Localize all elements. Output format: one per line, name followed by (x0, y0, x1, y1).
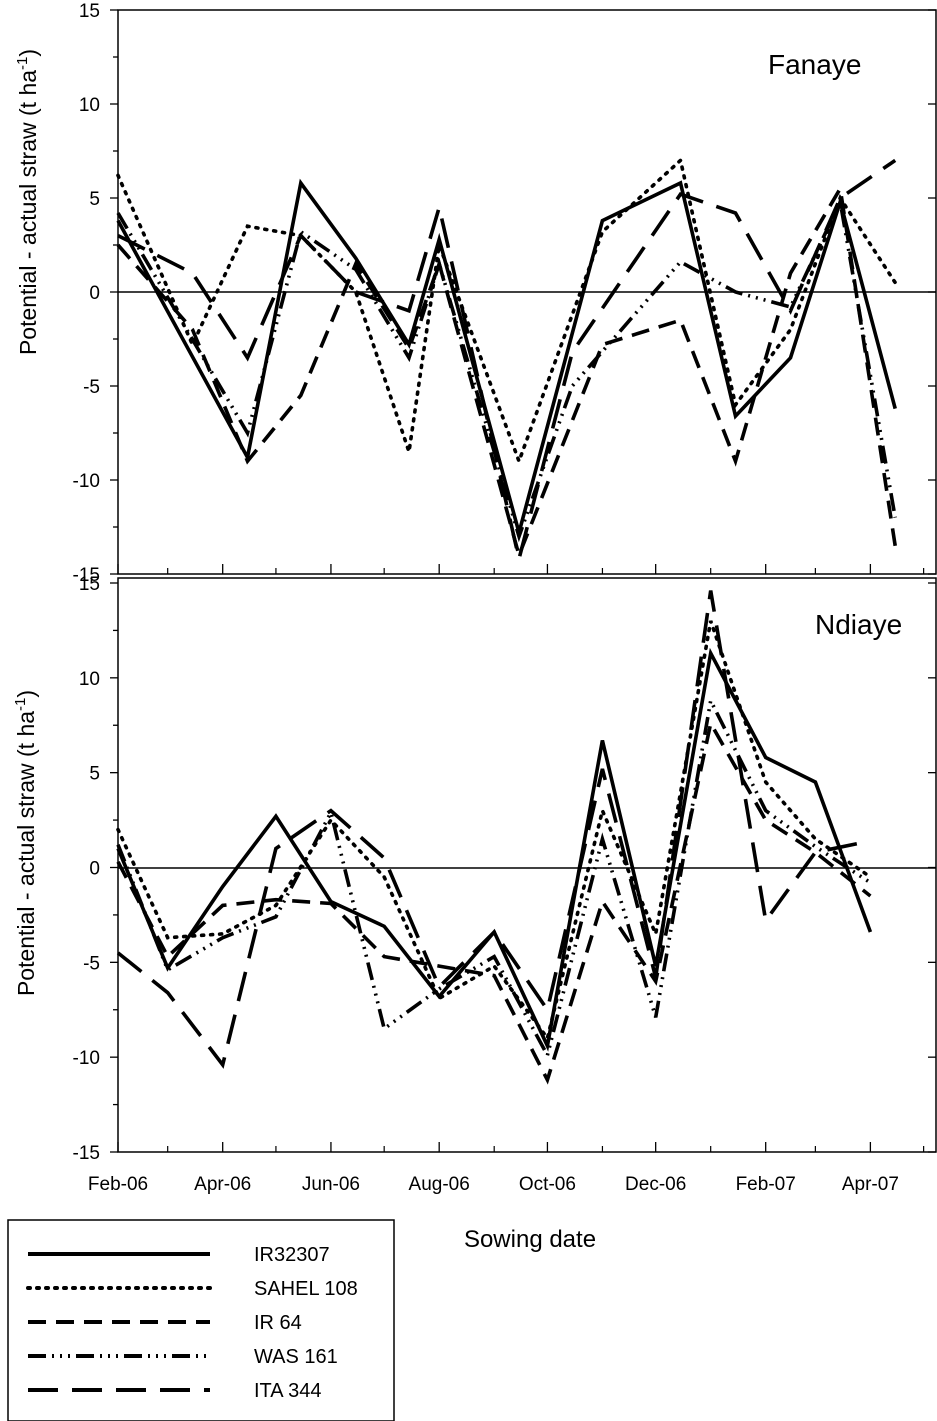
series-line-ita-344 (117, 158, 897, 560)
y-ticks-fanaye: -15 -10 -5 0 5 10 15 (73, 1, 936, 586)
legend-label: WAS 161 (254, 1346, 338, 1368)
panel-ndiaye: -15 -10 -5 0 5 10 15 Feb-06 Apr-06 Jun-06 Aug-06 O… (12, 574, 937, 1195)
legend-label: SAHEL 108 (254, 1278, 358, 1300)
x-ticks-fanaye (117, 564, 925, 574)
y-tick-label: -10 (73, 471, 100, 492)
y-tick-label: 10 (79, 95, 100, 116)
series-line-was-161 (116, 694, 872, 1061)
panel-title-ndiaye: Ndiaye (815, 609, 902, 640)
panel-title-fanaye: Fanaye (768, 49, 861, 80)
x-tick-label: Aug-06 (409, 1174, 470, 1195)
legend-label: ITA 344 (254, 1380, 321, 1402)
y-tick-label: 10 (79, 669, 100, 690)
legend-items: IR32307 SAHEL 108 IR 64 WAS 161 ITA 344 (26, 1244, 358, 1402)
y-axis-label-ndiaye: Potential - actual straw (t ha-1) (12, 690, 39, 996)
series-line-ir32307 (116, 647, 873, 1052)
x-tick-label: Jun-06 (302, 1174, 360, 1195)
y-tick-label: -15 (73, 565, 100, 586)
y-tick-label: 0 (89, 283, 100, 304)
y-tick-label: -10 (73, 1048, 100, 1069)
x-tick-label: Apr-06 (194, 1174, 251, 1195)
x-tick-label: Oct-06 (519, 1174, 576, 1195)
y-tick-label: 5 (89, 764, 100, 785)
series-line-ir-64 (116, 718, 872, 1085)
series-line-ir32307 (116, 178, 897, 540)
x-tick-label: Dec-06 (625, 1174, 686, 1195)
y-tick-label: -5 (83, 377, 100, 398)
y-tick-label: 5 (89, 189, 100, 210)
legend-label: IR32307 (254, 1244, 330, 1266)
x-axis-label: Sowing date (464, 1226, 596, 1253)
series-group-fanaye (116, 156, 898, 561)
x-ticks-ndiaye: Feb-06 Apr-06 Jun-06 Aug-06 Oct-06 Dec-06 Feb-… (88, 1142, 925, 1195)
series-group-ndiaye (116, 590, 873, 1085)
legend-label: IR 64 (254, 1312, 302, 1334)
series-line-ita-344 (116, 590, 871, 1069)
x-tick-label: Feb-06 (88, 1174, 148, 1195)
panel-fanaye: -15 -10 -5 0 5 10 15 Fanaye Potential - actual… (14, 1, 937, 586)
y-tick-label: -5 (83, 953, 100, 974)
y-tick-label: 15 (79, 1, 100, 22)
x-tick-label: Apr-07 (842, 1174, 899, 1195)
y-ticks-ndiaye: -15 -10 -5 0 5 10 15 (73, 574, 936, 1164)
y-axis-label-fanaye: Potential - actual straw (t ha-1) (14, 49, 41, 355)
series-line-sahel-108 (116, 156, 898, 467)
y-tick-label: 0 (89, 859, 100, 880)
series-line-was-161 (116, 195, 897, 543)
y-tick-label: -15 (73, 1143, 100, 1164)
x-tick-label: Feb-07 (736, 1174, 796, 1195)
series-line-sahel-108 (116, 620, 873, 1043)
legend: IR32307 SAHEL 108 IR 64 WAS 161 ITA 344 (7, 1219, 395, 1421)
y-tick-label: 15 (79, 574, 100, 595)
